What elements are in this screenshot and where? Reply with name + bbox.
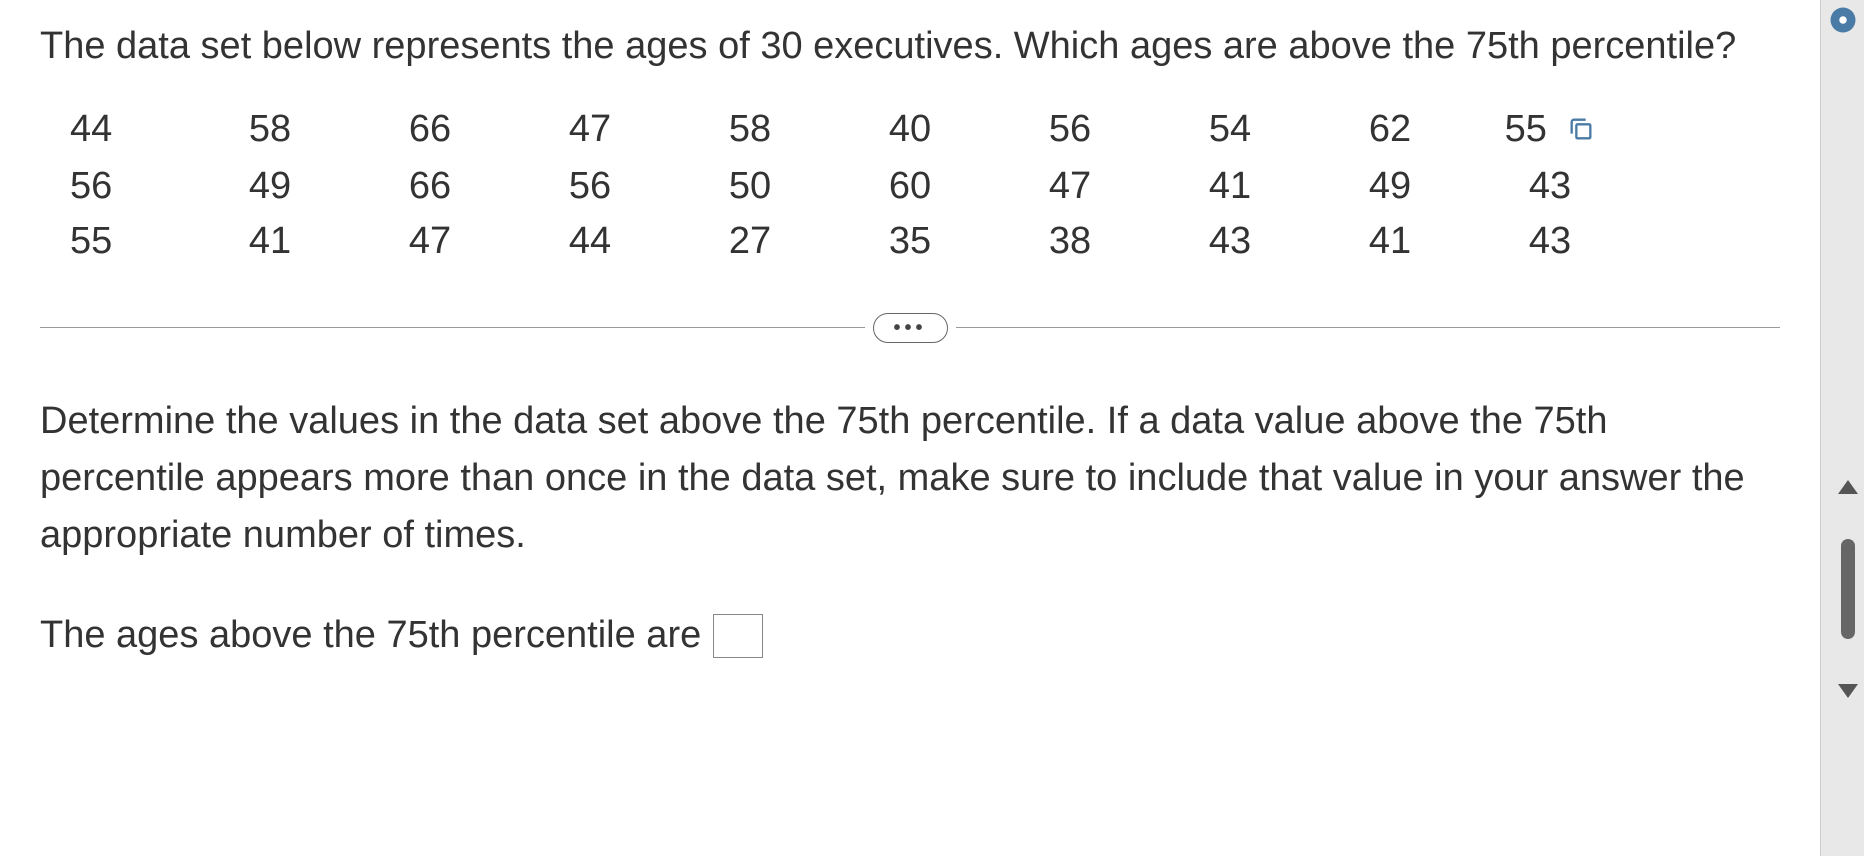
data-cell: 47 <box>990 165 1150 208</box>
section-divider: ••• <box>40 313 1780 343</box>
data-cell: 55 <box>1470 108 1630 152</box>
table-row: 56 49 66 56 50 60 47 41 49 43 <box>70 165 1780 208</box>
data-cell: 43 <box>1470 220 1630 263</box>
table-row: 55 41 47 44 27 35 38 43 41 43 <box>70 220 1780 263</box>
data-cell: 27 <box>670 220 830 263</box>
data-cell: 66 <box>350 165 510 208</box>
data-cell: 50 <box>670 165 830 208</box>
divider-line <box>956 327 1781 328</box>
copy-icon[interactable] <box>1567 110 1595 153</box>
data-cell: 56 <box>510 165 670 208</box>
settings-icon[interactable] <box>1828 5 1858 35</box>
divider-line <box>40 327 865 328</box>
answer-input[interactable] <box>713 614 763 658</box>
data-cell: 49 <box>190 165 350 208</box>
data-cell: 41 <box>190 220 350 263</box>
right-sidebar <box>1820 0 1864 856</box>
data-cell: 44 <box>510 220 670 263</box>
answer-label: The ages above the 75th percentile are <box>40 614 701 657</box>
data-cell: 41 <box>1150 165 1310 208</box>
data-cell: 35 <box>830 220 990 263</box>
data-cell: 54 <box>1150 108 1310 152</box>
scroll-down-icon[interactable] <box>1838 684 1858 698</box>
data-cell: 43 <box>1470 165 1630 208</box>
data-cell: 43 <box>1150 220 1310 263</box>
data-cell: 56 <box>70 165 190 208</box>
scroll-controls <box>1838 480 1858 698</box>
question-prompt: The data set below represents the ages o… <box>40 20 1780 73</box>
data-cell: 58 <box>670 108 830 152</box>
data-table: 44 58 66 47 58 40 56 54 62 55 56 49 <box>70 108 1780 262</box>
data-cell: 55 <box>70 220 190 263</box>
data-value: 55 <box>1505 108 1547 150</box>
data-cell: 38 <box>990 220 1150 263</box>
question-panel: The data set below represents the ages o… <box>0 0 1820 856</box>
table-row: 44 58 66 47 58 40 56 54 62 55 <box>70 108 1780 152</box>
data-cell: 40 <box>830 108 990 152</box>
data-cell: 60 <box>830 165 990 208</box>
data-cell: 56 <box>990 108 1150 152</box>
data-cell: 47 <box>510 108 670 152</box>
data-cell: 44 <box>70 108 190 152</box>
data-cell: 47 <box>350 220 510 263</box>
data-cell: 41 <box>1310 220 1470 263</box>
instruction-text: Determine the values in the data set abo… <box>40 393 1780 564</box>
scroll-thumb[interactable] <box>1841 539 1855 639</box>
answer-row: The ages above the 75th percentile are <box>40 614 1780 658</box>
data-cell: 49 <box>1310 165 1470 208</box>
data-cell: 62 <box>1310 108 1470 152</box>
data-cell: 66 <box>350 108 510 152</box>
ellipsis-badge[interactable]: ••• <box>873 313 948 343</box>
data-cell: 58 <box>190 108 350 152</box>
scroll-up-icon[interactable] <box>1838 480 1858 494</box>
